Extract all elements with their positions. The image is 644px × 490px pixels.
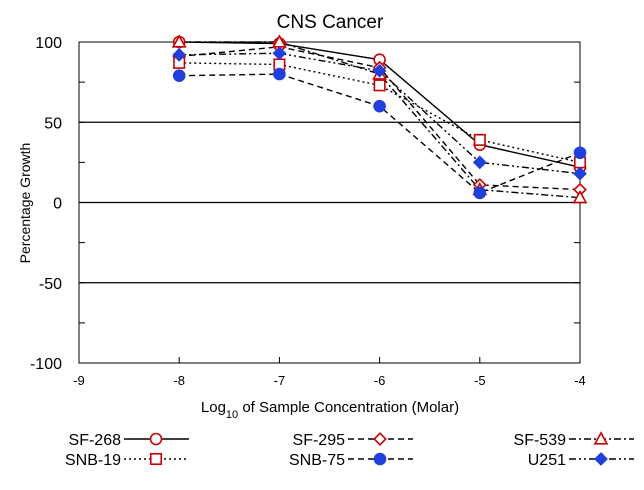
data-point — [272, 46, 287, 61]
legend-label: SF-268 — [69, 432, 122, 449]
series-snb-75 — [179, 73, 581, 194]
chart-title: CNS Cancer — [277, 12, 384, 33]
legend-marker — [594, 452, 608, 466]
plot-area — [78, 41, 581, 364]
legend-label: SNB-19 — [65, 452, 121, 469]
legend-label: SF-295 — [293, 432, 346, 449]
y-tick-label: -100 — [30, 356, 62, 373]
data-point — [472, 155, 487, 170]
data-point — [172, 47, 187, 62]
x-tick-label: -5 — [474, 373, 486, 388]
data-point — [473, 186, 487, 200]
legend-marker — [149, 432, 163, 446]
data-point — [171, 34, 187, 48]
data-point — [372, 63, 387, 78]
y-axis-label: Percentage Growth — [17, 143, 33, 264]
x-tick-label: -9 — [73, 373, 85, 388]
legend-label: SF-539 — [514, 432, 567, 449]
series-markers-u251 — [172, 46, 587, 181]
series-snb-19 — [179, 62, 581, 164]
series-line-snb-19 — [179, 62, 581, 164]
series-layer — [171, 34, 588, 204]
legend-label: SNB-75 — [289, 452, 345, 469]
y-tick-label: 50 — [44, 115, 62, 132]
data-point — [572, 189, 588, 204]
x-tick-label: -7 — [274, 373, 286, 388]
legend-marker — [593, 431, 609, 445]
text-layer: CNS Cancer Percentage Growth Log10 of Sa… — [17, 12, 459, 421]
series-markers-snb-75 — [172, 67, 587, 200]
x-axis-label-prefix: Log — [201, 399, 226, 416]
x-tick-label: -4 — [574, 373, 586, 388]
legend-label: U251 — [528, 452, 566, 469]
data-point — [373, 99, 386, 113]
y-tick-label: 100 — [35, 35, 62, 52]
x-tick-label: -6 — [374, 373, 386, 388]
data-point — [373, 79, 386, 92]
legend-marker — [373, 452, 387, 466]
y-tick-label: 0 — [53, 196, 62, 213]
legend-item-sf-295: SF-295 — [293, 432, 413, 449]
tick-labels: -9 -8 -7 -6 -5 -4 -100 -50 0 50 100 — [30, 35, 586, 388]
legend-item-u251: U251 — [528, 452, 634, 469]
x-axis-label-subscript: 10 — [226, 409, 238, 421]
data-point — [273, 67, 286, 81]
data-point — [473, 133, 486, 146]
legend-item-sf-268: SF-268 — [69, 432, 189, 449]
x-axis-label: Log10 of Sample Concentration (Molar) — [201, 399, 459, 421]
legend: SF-268 SF-295 SF-539 SNB-19 SNB-75 U251 — [65, 431, 634, 469]
x-tick-label: -8 — [173, 373, 185, 388]
legend-item-snb-19: SNB-19 — [65, 452, 189, 469]
legend-item-sf-539: SF-539 — [514, 431, 634, 449]
series-line-snb-75 — [179, 73, 581, 194]
data-point — [573, 146, 587, 160]
data-point — [172, 69, 186, 83]
legend-item-snb-75: SNB-75 — [289, 452, 413, 469]
legend-marker — [373, 432, 387, 446]
y-tick-label: -50 — [39, 276, 62, 293]
legend-marker — [149, 452, 163, 466]
data-point — [573, 166, 587, 181]
x-axis-label-suffix: of Sample Concentration (Molar) — [238, 399, 459, 416]
